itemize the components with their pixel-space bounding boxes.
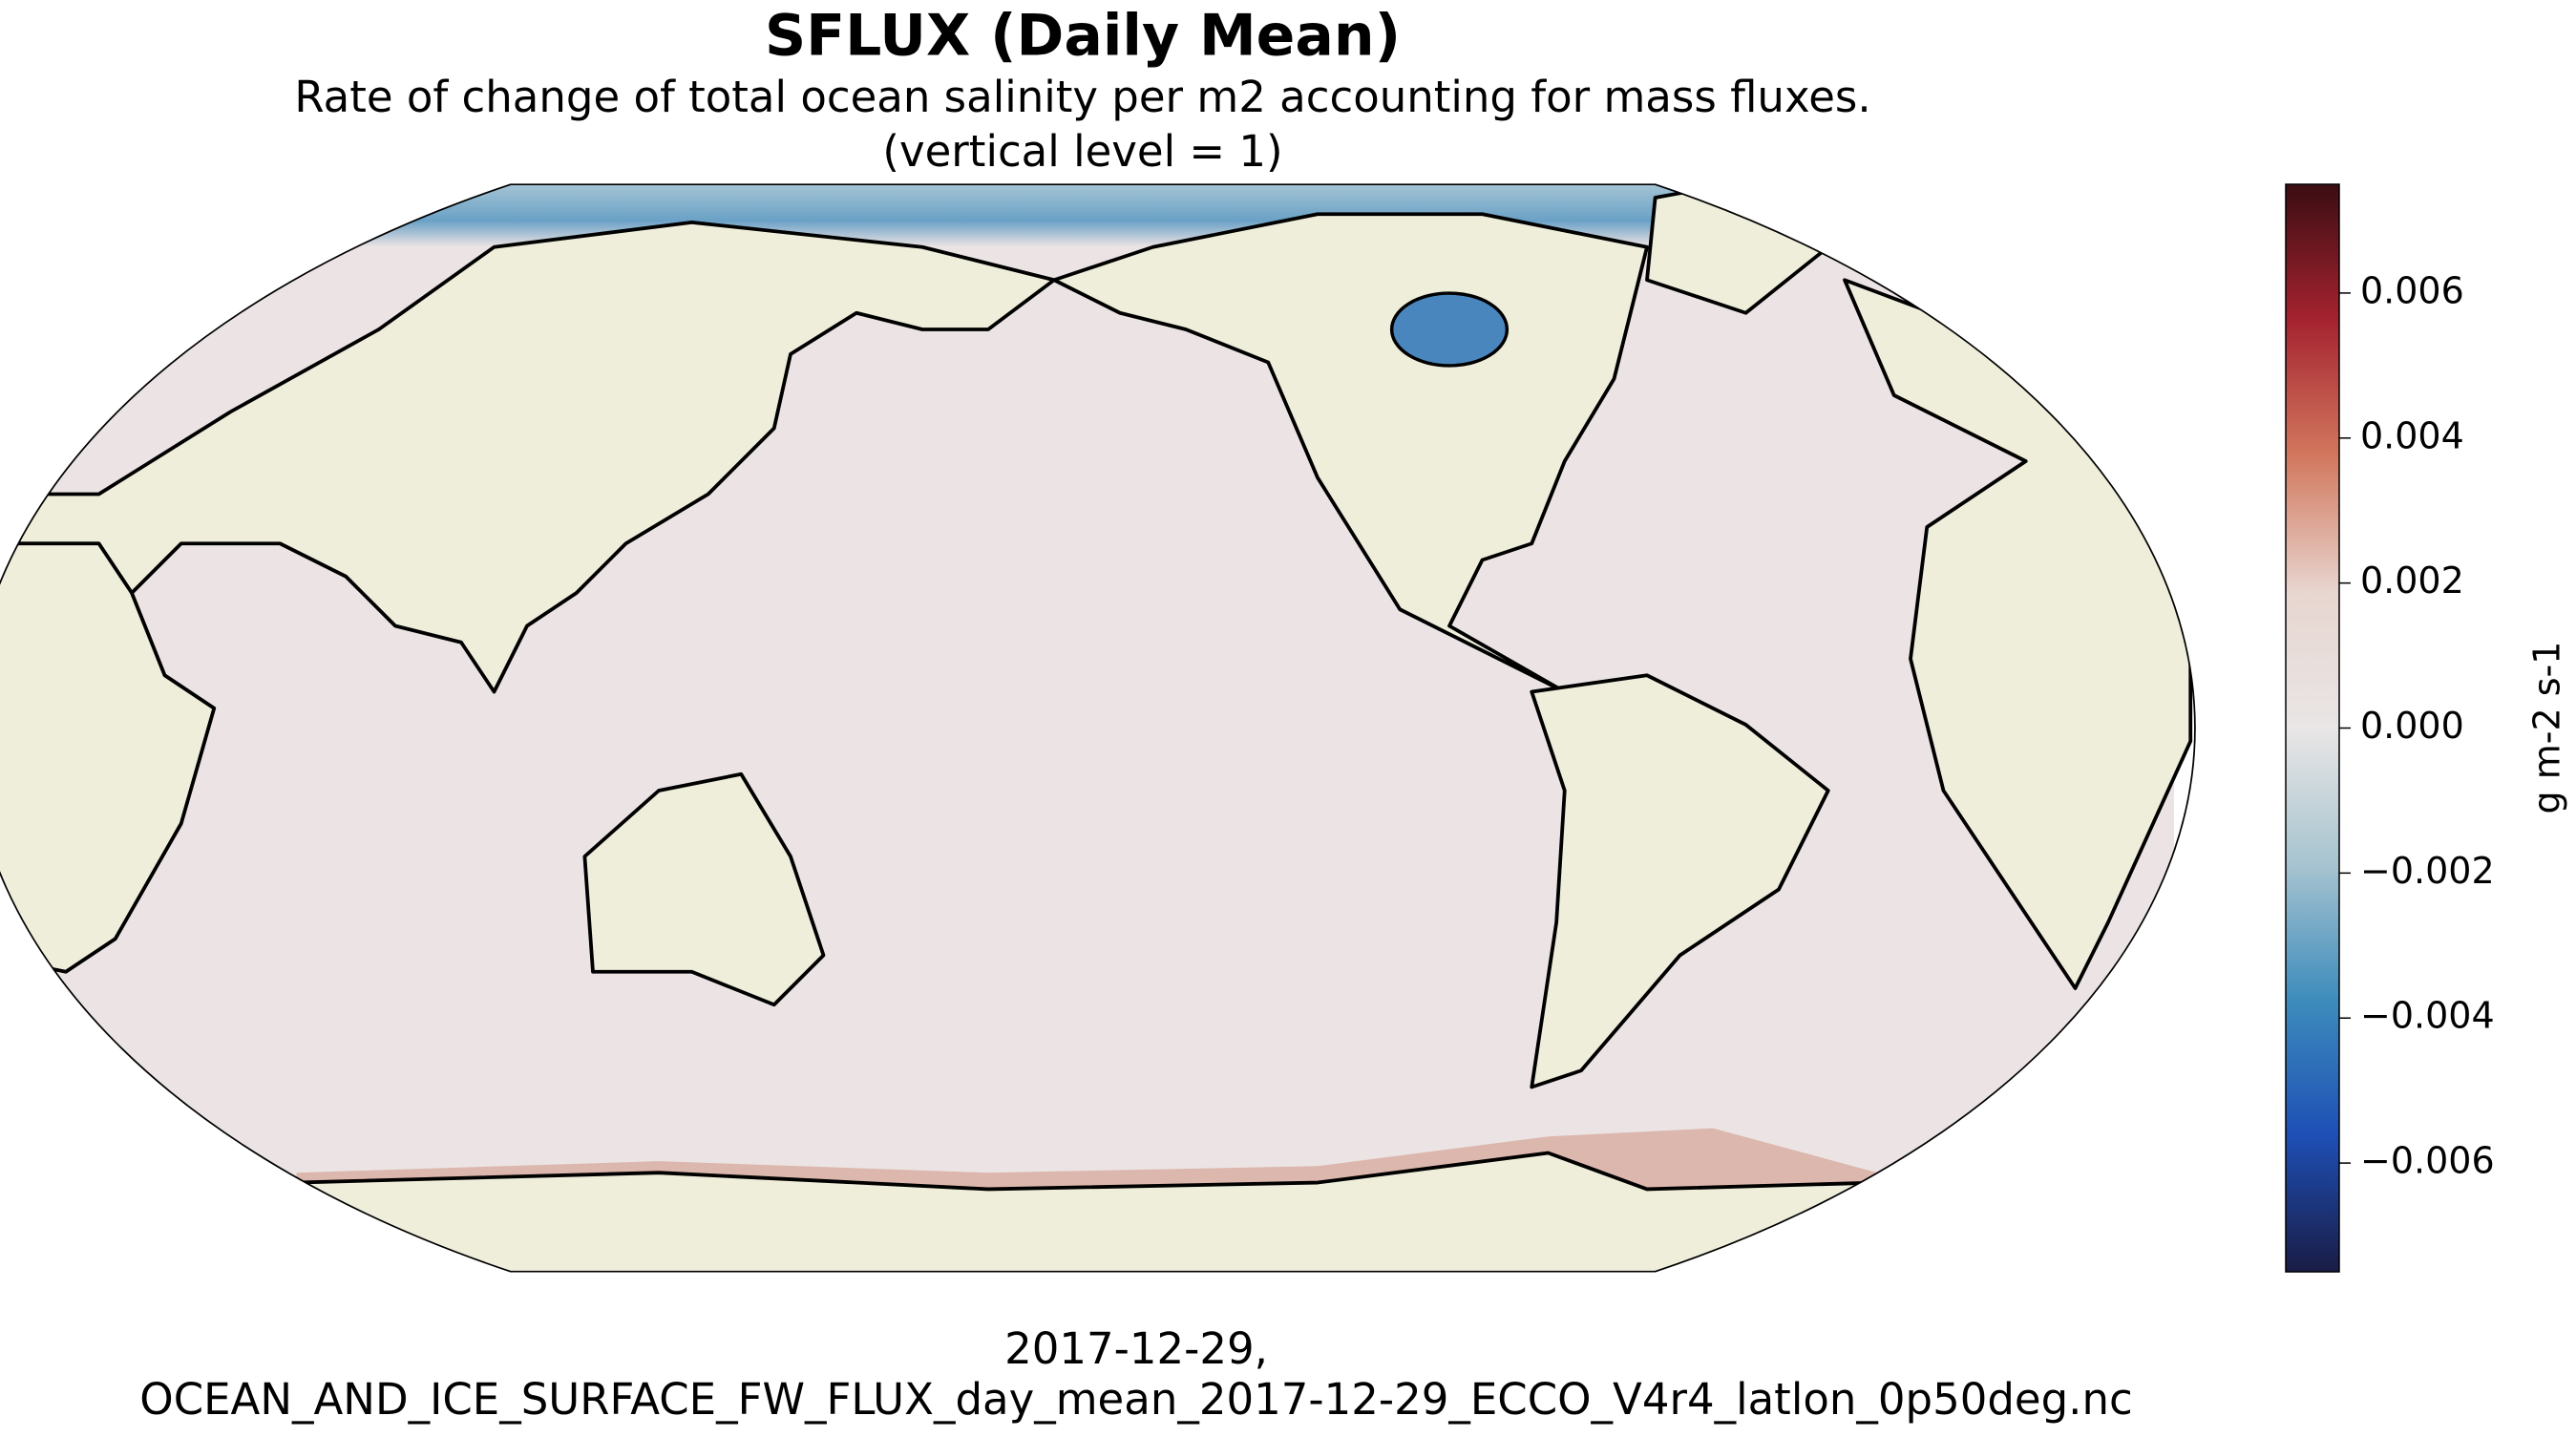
hudson-bay xyxy=(1389,291,1510,368)
antarctica xyxy=(244,1151,1978,1272)
colorbar-tick-label: 0.004 xyxy=(2360,414,2464,456)
footer: 2017-12-29, xyxy=(1004,1323,1268,1374)
subtitle: Rate of change of total ocean salinity p… xyxy=(294,72,1870,122)
map xyxy=(0,183,2196,1273)
australia xyxy=(582,771,826,1007)
colorbar xyxy=(2285,183,2340,1273)
subtitle: (vertical level = 1) xyxy=(882,126,1282,177)
footer: OCEAN_AND_ICE_SURFACE_FW_FLUX_day_mean_2… xyxy=(139,1374,2132,1425)
ocean xyxy=(0,184,2174,1272)
colorbar-tick-label: 0.002 xyxy=(2360,560,2464,602)
colorbar-tick-label: −0.002 xyxy=(2360,850,2495,892)
colorbar-tick-label: −0.004 xyxy=(2360,995,2495,1037)
arctic-flux xyxy=(246,184,1894,247)
colorbar-tick-label: 0.006 xyxy=(2360,269,2464,311)
title: SFLUX (Daily Mean) xyxy=(765,3,1401,70)
eurasia xyxy=(0,220,1056,694)
colorbar-tick-label: −0.006 xyxy=(2360,1140,2495,1182)
colorbar-label: g m-2 s-1 xyxy=(2526,642,2568,814)
south-america xyxy=(1530,673,1830,1089)
colorbar-tick-label: 0.000 xyxy=(2360,705,2464,747)
map-border xyxy=(0,183,2196,1273)
